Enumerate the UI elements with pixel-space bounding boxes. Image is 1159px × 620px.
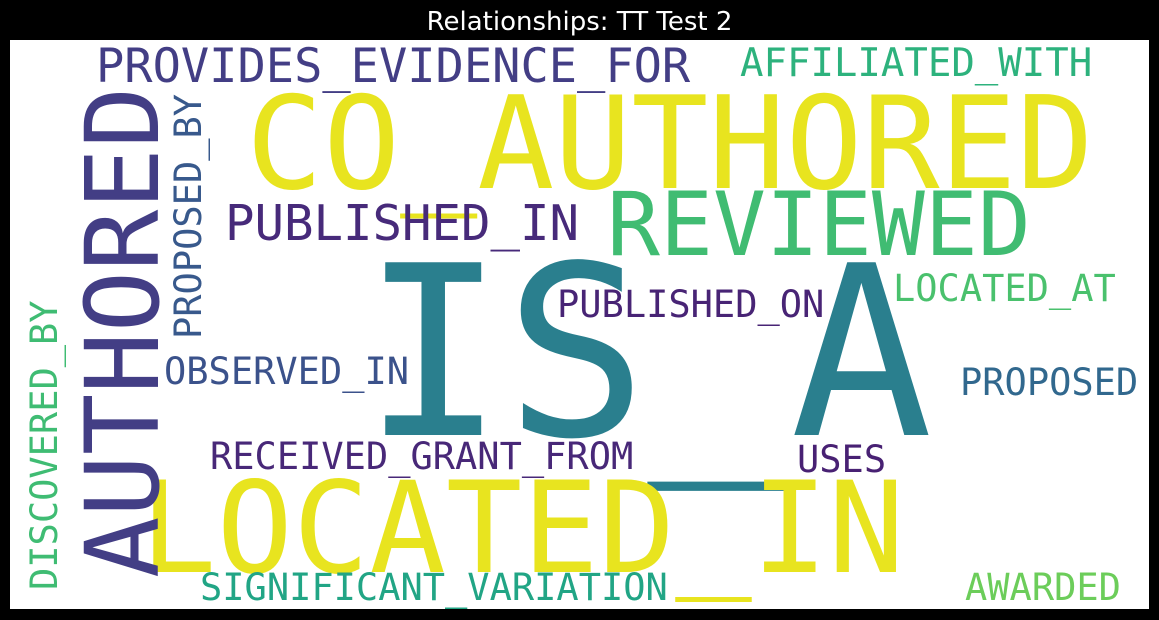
word-published-in: PUBLISHED_IN — [225, 195, 580, 252]
word-authored: AUTHORED — [64, 86, 183, 578]
word-co-authored: CO_AUTHORED — [246, 70, 1094, 219]
word-significant-variation: SIGNIFICANT_VARIATION — [200, 566, 668, 609]
word-provides-evidence-for: PROVIDES_EVIDENCE_FOR — [96, 40, 691, 94]
word-cloud: IS_A CO_AUTHORED LOCATED_IN AUTHORED REV… — [10, 40, 1149, 609]
word-received-grant-from: RECEIVED_GRANT_FROM — [210, 435, 634, 478]
word-proposed: PROPOSED — [960, 361, 1139, 404]
word-observed-in: OBSERVED_IN — [164, 350, 410, 393]
word-is-a: IS_A — [362, 215, 933, 491]
word-discovered-by: DISCOVERED_BY — [23, 300, 66, 590]
word-located-at: LOCATED_AT — [893, 267, 1116, 310]
word-reviewed: REVIEWED — [607, 173, 1031, 276]
word-uses: USES — [797, 438, 887, 481]
chart-title: Relationships: TT Test 2 — [426, 7, 733, 37]
word-proposed-by: PROPOSED_BY — [167, 93, 210, 339]
word-awarded: AWARDED — [965, 566, 1121, 609]
word-published-on: PUBLISHED_ON — [557, 283, 825, 326]
word-located-in: LOCATED_IN — [140, 454, 905, 602]
word-affiliated-with: AFFILIATED_WITH — [740, 41, 1093, 86]
